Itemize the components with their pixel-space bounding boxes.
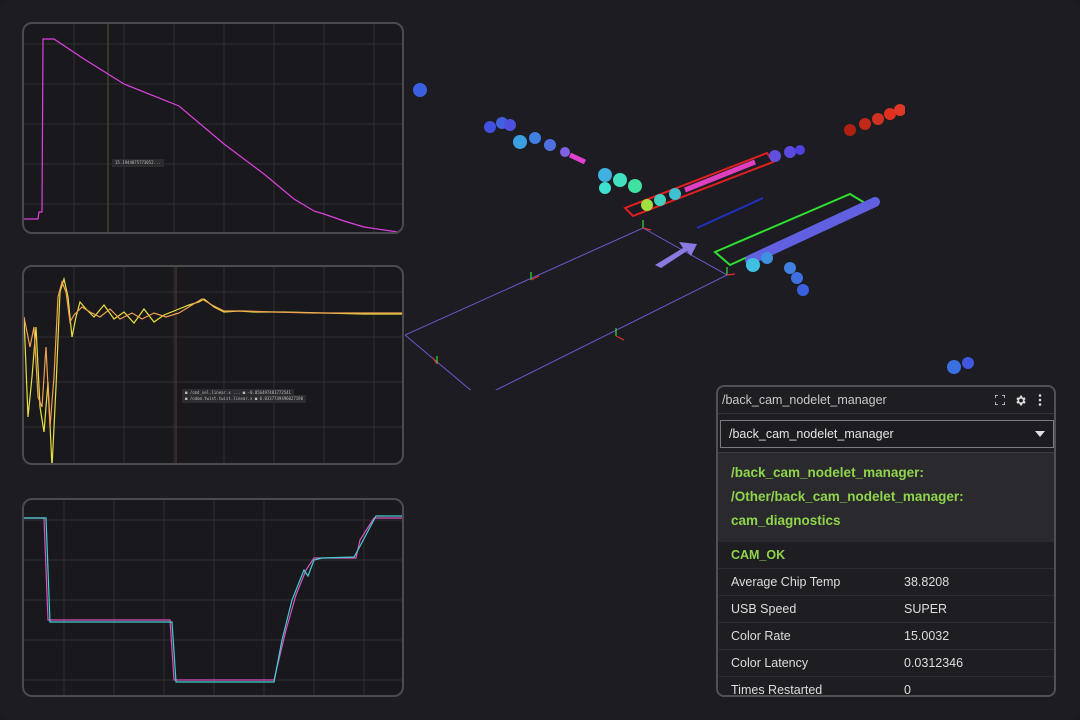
- section-line-3: cam_diagnostics: [731, 513, 841, 528]
- plot-2-series-yellow: [24, 276, 402, 463]
- diagnostics-panel-title: /back_cam_nodelet_manager: [722, 393, 887, 407]
- section-line-1: /back_cam_nodelet_manager:: [731, 465, 924, 480]
- direction-arrow: [655, 242, 697, 268]
- green-bounding-box: [713, 192, 868, 267]
- diagnostics-panel-header: /back_cam_nodelet_manager: [718, 387, 1054, 414]
- row-value: 38.8208: [904, 575, 950, 589]
- row-value: 15.0032: [904, 629, 950, 643]
- red-bounding-box: [623, 151, 775, 218]
- row-value: 0: [904, 683, 911, 697]
- row-value: 0.0312346: [904, 656, 964, 670]
- plot-1-series: [24, 38, 402, 232]
- plot-panel-2[interactable]: ■ /cmd_vel.linear.x ... ■ -0.05649748177…: [22, 265, 404, 465]
- fullscreen-icon[interactable]: [992, 392, 1008, 408]
- row-key: Color Latency: [731, 656, 809, 670]
- plot-3-canvas: [24, 500, 402, 695]
- diagnostic-node-select[interactable]: /back_cam_nodelet_manager: [720, 420, 1054, 448]
- point-cloud: [413, 83, 905, 296]
- plot-1-grid: [24, 24, 402, 232]
- plot-2-grid: [24, 267, 402, 463]
- row-key: Average Chip Temp: [731, 575, 841, 589]
- 3d-scene-view[interactable]: [405, 60, 905, 390]
- plot-2-series-orange: [24, 280, 402, 428]
- plot-2-canvas: [24, 267, 402, 463]
- row-value: SUPER: [904, 602, 948, 616]
- plot-panel-1[interactable]: 15.1944075773052...: [22, 22, 404, 234]
- row-key: USB Speed: [731, 602, 797, 616]
- plot-1-canvas: [24, 24, 402, 232]
- plot-2-tooltip-line-1: ■ /cmd_vel.linear.x ... ■ -0.05649748177…: [182, 389, 294, 397]
- status-message: CAM_OK: [731, 548, 786, 562]
- blue-track-line: [696, 197, 764, 229]
- plot-3-series-cyan: [24, 515, 402, 683]
- row-key: Color Rate: [731, 629, 791, 643]
- plot-3-series-pink: [24, 517, 402, 681]
- chevron-down-icon: [1035, 431, 1045, 437]
- table-row: USB Speed SUPER: [718, 595, 1054, 622]
- diagnostics-panel: /back_cam_nodelet_manager /back_cam_node…: [716, 385, 1056, 697]
- point-cloud-extra: [947, 357, 974, 374]
- section-line-2: /Other/back_cam_nodelet_manager:: [731, 489, 964, 504]
- diagnostic-node-select-value: /back_cam_nodelet_manager: [729, 427, 894, 441]
- table-row: Color Latency 0.0312346: [718, 649, 1054, 676]
- diagnostic-section-header: /back_cam_nodelet_manager: /Other/back_c…: [718, 452, 1054, 542]
- row-key: Times Restarted: [731, 683, 823, 697]
- table-row: Times Restarted 0: [718, 676, 1054, 697]
- plot-panel-3[interactable]: [22, 498, 404, 697]
- more-vertical-icon[interactable]: [1032, 392, 1048, 408]
- table-row: Average Chip Temp 38.8208: [718, 568, 1054, 595]
- gear-icon[interactable]: [1012, 392, 1028, 408]
- plot-3-grid: [24, 500, 402, 695]
- plot-1-tooltip: 15.1944075773052...: [112, 159, 164, 167]
- axis-markers: [432, 220, 736, 365]
- plot-2-tooltip-line-2: ■ /odom.twist.twist.linear.x ■ 0.0337749…: [182, 395, 307, 403]
- table-row: Color Rate 15.0032: [718, 622, 1054, 649]
